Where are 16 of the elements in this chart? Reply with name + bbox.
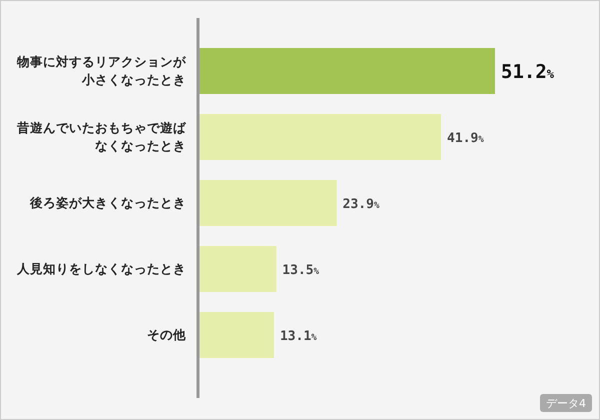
text: データ4 (546, 397, 586, 410)
data-label: 13.1% (280, 329, 318, 344)
y-tick-label: 人見知りをしなくなったとき (16, 261, 186, 276)
y-tick-label: 昔遊んでいたおもちゃで遊ばなくなったとき (16, 120, 187, 153)
bar (198, 180, 337, 226)
data-label: 13.5% (282, 263, 320, 278)
y-tick-label: 後ろ姿が大きくなったとき (29, 195, 186, 210)
data-label: 41.9% (447, 131, 484, 146)
data-label: 51.2% (501, 61, 555, 83)
data-label: 23.9% (342, 197, 380, 212)
bar (198, 246, 276, 292)
bar (198, 312, 274, 358)
y-tick-label: 物事に対するリアクションが小さくなったとき (16, 54, 187, 87)
bar (198, 48, 495, 94)
y-tick-label: その他 (147, 327, 187, 342)
bar (198, 114, 442, 160)
